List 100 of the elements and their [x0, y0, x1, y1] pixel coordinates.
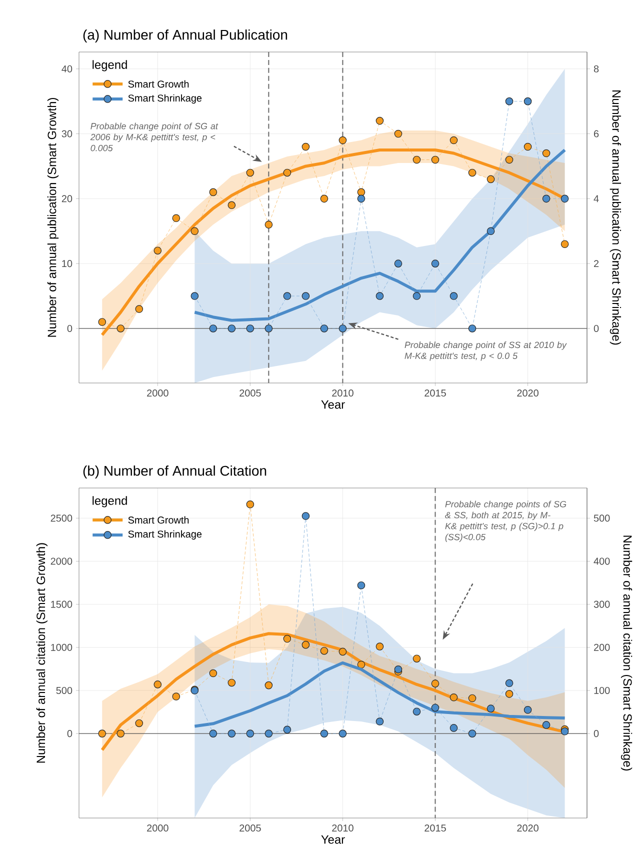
x-tick-label: 2005: [240, 390, 261, 397]
y2-tick-label: 500: [594, 514, 610, 522]
x-tick-label: 2005: [240, 824, 261, 832]
line-series: [193, 661, 566, 728]
point: [524, 97, 532, 106]
x-tick-label: 2015: [424, 390, 446, 397]
y-tick-label: 2000: [50, 558, 72, 565]
point: [264, 681, 273, 690]
chart-title: (b) Number of Annual Citation: [83, 466, 266, 478]
point: [486, 704, 495, 712]
point: [154, 680, 162, 688]
annotation: Probable change point of SS at 2010 by M-K& pettitt's test, p < 0.0 5: [404, 341, 567, 361]
point: [505, 679, 514, 688]
y2-tick-label: 0: [594, 730, 599, 738]
y2-tick-label: 300: [594, 600, 610, 608]
y2-tick-label: 4: [594, 195, 599, 202]
point: [338, 136, 347, 144]
point: [505, 156, 514, 164]
y-tick-label: 30: [62, 130, 72, 138]
point: [357, 194, 366, 203]
y2-tick-label: 400: [594, 558, 610, 565]
point: [357, 660, 366, 669]
point: [246, 730, 254, 738]
point: [412, 156, 421, 164]
point: [505, 97, 514, 106]
point: [246, 168, 254, 177]
point: [357, 188, 366, 196]
point: [209, 188, 218, 196]
legend-title: legend: [92, 60, 127, 72]
point: [283, 292, 292, 300]
point: [468, 730, 476, 738]
point: [450, 136, 458, 144]
point: [560, 194, 569, 203]
x-axis-title: Year: [321, 400, 345, 409]
point: [524, 142, 532, 151]
annotation: Probable change points of SG & SS, both at 2015, by M-K& pettitt's test, p (SG)>0.1 p (SS)<0.05: [445, 500, 566, 542]
point: [320, 194, 328, 203]
point: [302, 640, 310, 649]
point: [560, 728, 569, 736]
point: [154, 246, 162, 254]
point: [228, 201, 236, 210]
y2-tick-label: 2: [594, 260, 599, 268]
y-tick-label: 1000: [51, 644, 72, 651]
point: [320, 646, 328, 655]
point: [190, 227, 199, 236]
y-tick-label: 0: [67, 324, 72, 332]
point: [468, 694, 476, 702]
point: [172, 692, 180, 700]
y-tick-label: 40: [62, 65, 72, 72]
point: [172, 214, 180, 222]
point: [431, 680, 440, 688]
x-tick-label: 2000: [147, 824, 168, 832]
point: [302, 292, 310, 300]
point: [431, 156, 440, 164]
point: [357, 581, 366, 590]
point: [486, 175, 495, 184]
point: [209, 730, 218, 738]
point: [450, 693, 458, 702]
annotation: Probable change point of SG at 2006 by M-K& pettitt's test, p < 0.005: [90, 122, 218, 152]
point: [338, 648, 347, 656]
point: [98, 318, 106, 326]
point: [468, 168, 476, 177]
point: [246, 324, 254, 332]
point: [376, 718, 384, 726]
y2-axis-title: Number of annual publication (Smart Shrinkage): [610, 90, 622, 345]
point: [302, 512, 310, 520]
legend-title: legend: [92, 496, 127, 508]
point: [283, 168, 292, 177]
y2-tick-label: 0: [594, 324, 599, 332]
point: [209, 669, 218, 678]
point: [412, 654, 421, 662]
y-tick-label: 10: [62, 260, 72, 268]
point: [302, 142, 310, 151]
x-tick-label: 2000: [147, 390, 168, 397]
point: [246, 500, 254, 508]
point: [283, 726, 292, 734]
y-tick-label: 2500: [50, 514, 72, 522]
chart-title: (a) Number of Annual Publication: [83, 30, 288, 42]
point: [468, 324, 476, 332]
y-axis-title: Number of annual publication (Smart Growth): [47, 98, 59, 337]
legend-label: Smart Growth: [128, 516, 189, 524]
y2-tick-label: 6: [594, 130, 599, 138]
point: [338, 730, 347, 738]
y-tick-label: 0: [67, 730, 72, 738]
point: [560, 240, 569, 248]
point: [431, 260, 440, 268]
point: [376, 642, 384, 650]
point: [412, 708, 421, 716]
point: [542, 149, 550, 158]
y-tick-label: 20: [62, 195, 72, 202]
point: [394, 130, 402, 138]
point: [320, 324, 328, 332]
point: [98, 730, 106, 738]
y-tick-label: 1500: [51, 600, 72, 608]
point: [135, 305, 144, 313]
point: [394, 260, 402, 268]
x-axis-title: Year: [321, 835, 345, 844]
point: [135, 719, 144, 728]
y2-tick-label: 8: [594, 65, 599, 72]
y2-tick-label: 200: [594, 644, 610, 651]
